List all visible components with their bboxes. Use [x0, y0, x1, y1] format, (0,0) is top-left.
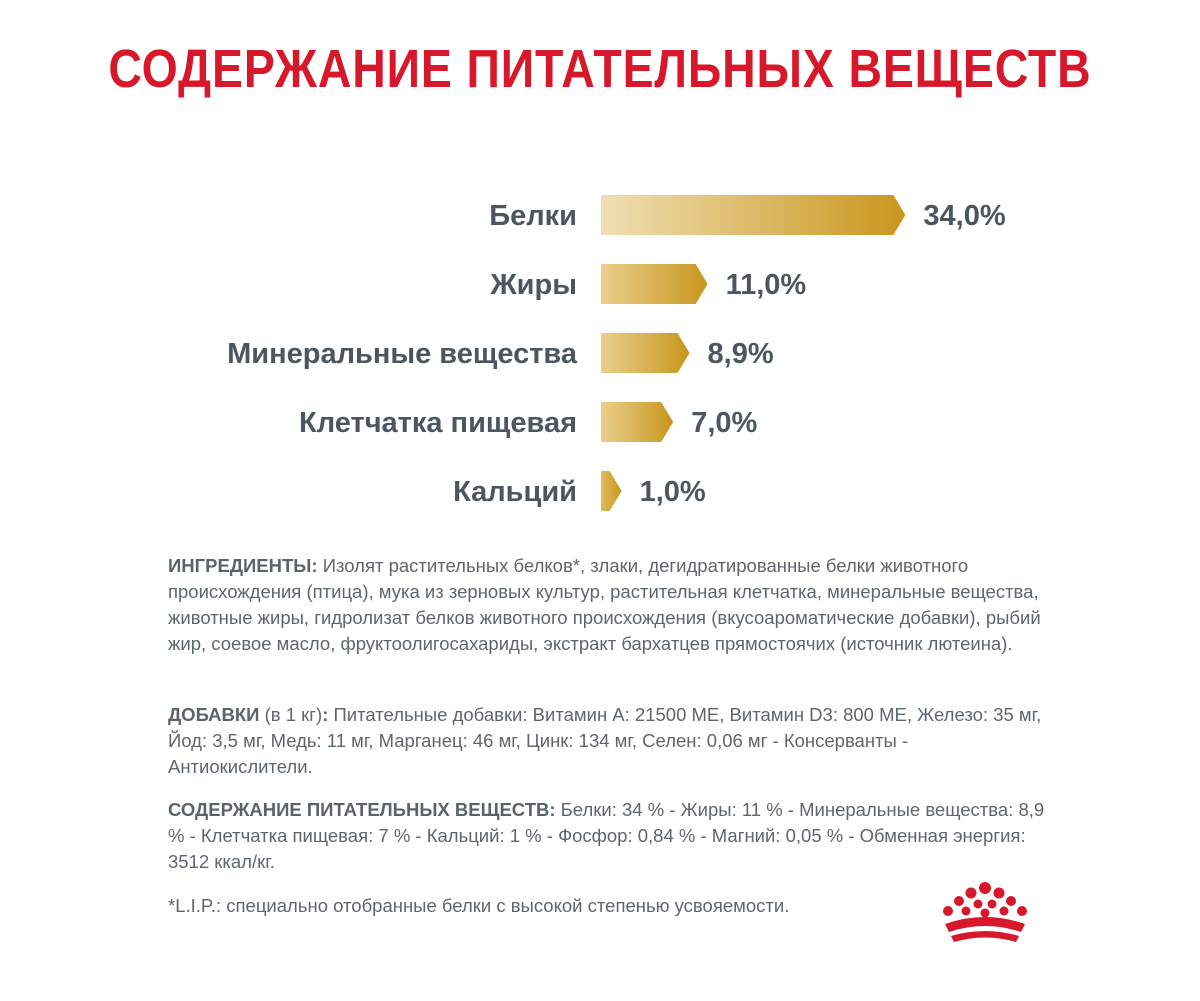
additives-text: Питательные добавки: Витамин А: 21500 МЕ…: [168, 704, 1042, 777]
nutrients-section: СОДЕРЖАНИЕ ПИТАТЕЛЬНЫХ ВЕЩЕСТВ: Белки: 3…: [168, 797, 1048, 875]
value-label: 1,0%: [640, 476, 706, 508]
bar: [601, 471, 622, 511]
category-label: Белки: [489, 200, 577, 232]
bar: [601, 264, 708, 304]
nutrients-heading: СОДЕРЖАНИЕ ПИТАТЕЛЬНЫХ ВЕЩЕСТВ:: [168, 799, 556, 820]
footnote: *L.I.P.: специально отобранные белки с в…: [168, 895, 790, 916]
category-label: Жиры: [489, 269, 577, 301]
royal-crown-icon: [943, 882, 1027, 942]
value-label: 34,0%: [923, 200, 1005, 232]
additives-heading: ДОБАВКИ: [168, 704, 260, 725]
bar: [601, 333, 690, 373]
category-label: Клетчатка пищевая: [299, 407, 577, 439]
value-label: 7,0%: [691, 407, 757, 439]
additives-unit: (в 1 кг): [259, 704, 323, 725]
bar: [601, 195, 906, 235]
bar: [601, 402, 674, 442]
additives-section: ДОБАВКИ (в 1 кг): Питательные добавки: В…: [168, 702, 1048, 780]
additives-colon: :: [322, 704, 329, 725]
value-label: 11,0%: [726, 269, 807, 301]
ingredients-section: ИНГРЕДИЕНТЫ: Изолят растительных белков*…: [168, 553, 1048, 657]
category-label: Минеральные вещества: [227, 338, 578, 370]
nutrients-text: Белки: 34 % - Жиры: 11 % - Минеральные в…: [168, 799, 1045, 872]
nutrient-bar-chart: Белки 34,0% Жиры 11,0% Минеральные вещества 8…: [227, 195, 1006, 511]
ingredients-heading: ИНГРЕДИЕНТЫ:: [168, 555, 318, 576]
value-label: 8,9%: [708, 338, 774, 370]
ingredients-text: Изолят растительных белков*, злаки, деги…: [168, 555, 1041, 654]
category-label: Кальций: [453, 476, 577, 508]
page-title: СОДЕРЖАНИЕ ПИТАТЕЛЬНЫХ ВЕЩЕСТВ: [108, 39, 1092, 99]
